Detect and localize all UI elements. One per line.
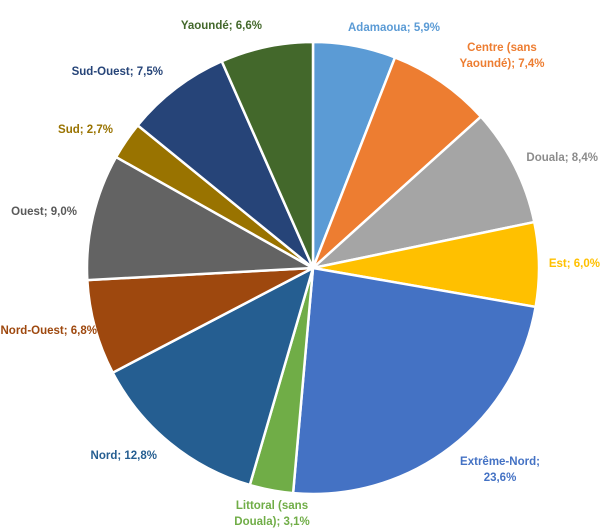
data-label: Sud-Ouest; 7,5% (72, 66, 163, 78)
data-label: Sud; 2,7% (58, 124, 113, 136)
data-label: Adamaoua; 5,9% (348, 22, 440, 34)
data-label: Nord-Ouest; 6,8% (1, 325, 98, 337)
data-label: Douala; 8,4% (526, 152, 598, 164)
pie-slice-sud-ouest (135, 59, 315, 269)
data-label: Est; 6,0% (549, 258, 600, 270)
data-label: Centre (sans Yaoundé); 7,4% (460, 42, 545, 70)
data-label: Nord; 12,8% (91, 450, 157, 462)
pie-slice-extr-me-nord (291, 266, 538, 496)
pie-slice-centre-sans-yaound- (311, 55, 483, 269)
pie-slice-ouest (85, 155, 318, 282)
data-label: Yaoundé; 6,6% (181, 20, 262, 32)
data-label: Extrême-Nord; 23,6% (460, 456, 540, 484)
pie-slice-douala (308, 114, 536, 271)
data-label: Ouest; 9,0% (11, 206, 77, 218)
pie-slice-yaound- (220, 40, 315, 269)
data-label: Littoral (sans Douala); 3,1% (234, 500, 309, 528)
pie-slice-nord (111, 265, 316, 487)
